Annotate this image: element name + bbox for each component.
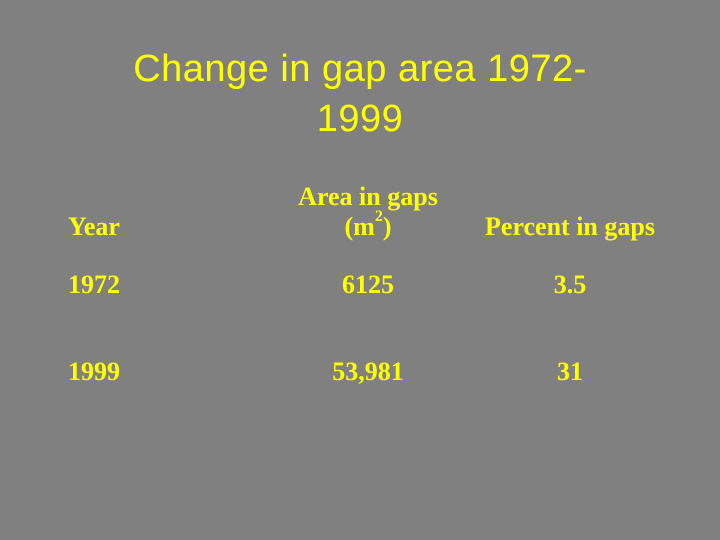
row-1999-area: 53,981: [332, 357, 404, 386]
slide-title: Change in gap area 1972- 1999: [60, 44, 660, 144]
header-area-line-1: Area in gaps: [298, 182, 438, 211]
row-1972-year: 1972: [68, 270, 120, 299]
row-1972-percent: 3.5: [553, 270, 587, 299]
header-area-prefix: (m: [344, 212, 375, 241]
header-area-suffix: ): [382, 212, 392, 241]
title-line-2: 1999: [316, 98, 404, 140]
title-line-1: Change in gap area 1972-: [133, 48, 587, 90]
row-1999-percent: 31: [557, 357, 583, 386]
header-area-line-2: (m2): [268, 209, 468, 242]
header-percent: Percent in gaps: [485, 212, 655, 241]
row-1972-area: 6125: [342, 270, 394, 299]
header-year: Year: [68, 212, 120, 241]
row-1999-year: 1999: [68, 357, 120, 386]
header-area-superscript: 2: [374, 208, 383, 226]
